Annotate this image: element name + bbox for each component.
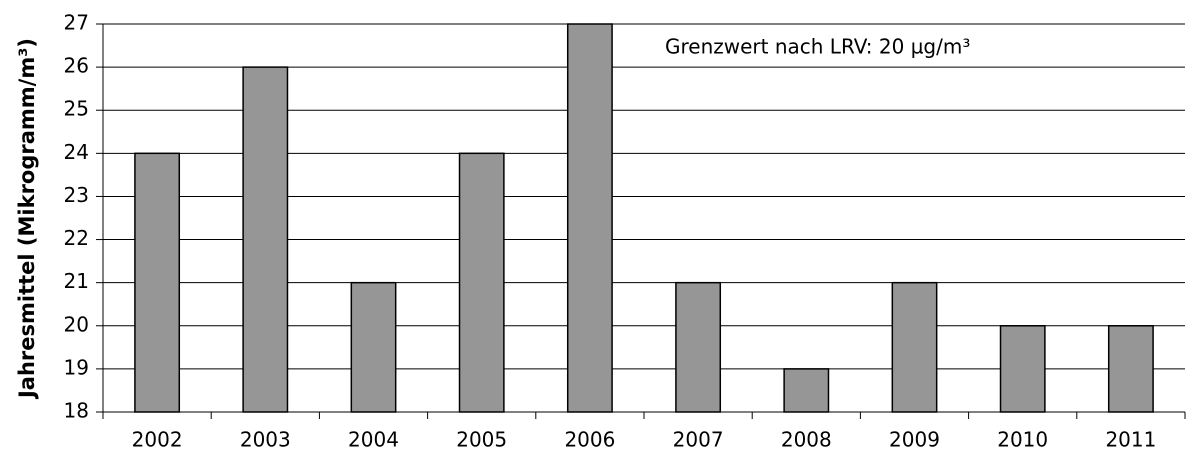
- y-axis-label: Jahresmittel (Mikrogramm/m³): [15, 38, 39, 400]
- x-tick-label: 2007: [673, 428, 724, 452]
- x-tick-label: 2005: [456, 428, 507, 452]
- y-tick-label: 20: [64, 312, 89, 336]
- bar: [134, 152, 181, 413]
- y-tick-label: 24: [64, 140, 89, 164]
- x-tick-label: 2009: [889, 428, 940, 452]
- y-tick-label: 18: [64, 399, 89, 423]
- y-tick-label: 25: [64, 97, 89, 121]
- x-tick-label: 2010: [997, 428, 1048, 452]
- x-tick-label: 2011: [1105, 428, 1156, 452]
- y-tick-label: 21: [64, 269, 89, 293]
- annotation: Grenzwert nach LRV: 20 µg/m³: [665, 35, 970, 59]
- y-tick-label: 23: [64, 183, 89, 207]
- y-tick-label: 19: [64, 355, 89, 379]
- x-tick-label: 2004: [348, 428, 399, 452]
- bar: [675, 281, 722, 413]
- y-tick-label: 26: [64, 54, 89, 78]
- bar: [999, 325, 1046, 413]
- bar: [242, 66, 289, 413]
- bar: [1107, 325, 1154, 413]
- x-tick-label: 2008: [781, 428, 832, 452]
- x-tick-label: 2006: [564, 428, 615, 452]
- bar: [783, 368, 830, 413]
- x-tick-label: 2003: [240, 428, 291, 452]
- bar: [350, 281, 397, 413]
- y-tick-label: 27: [64, 11, 89, 35]
- x-tick-label: 2002: [132, 428, 183, 452]
- y-tick-label: 22: [64, 226, 89, 250]
- bar: [458, 152, 505, 413]
- bar: [566, 23, 613, 413]
- bar: [891, 281, 938, 413]
